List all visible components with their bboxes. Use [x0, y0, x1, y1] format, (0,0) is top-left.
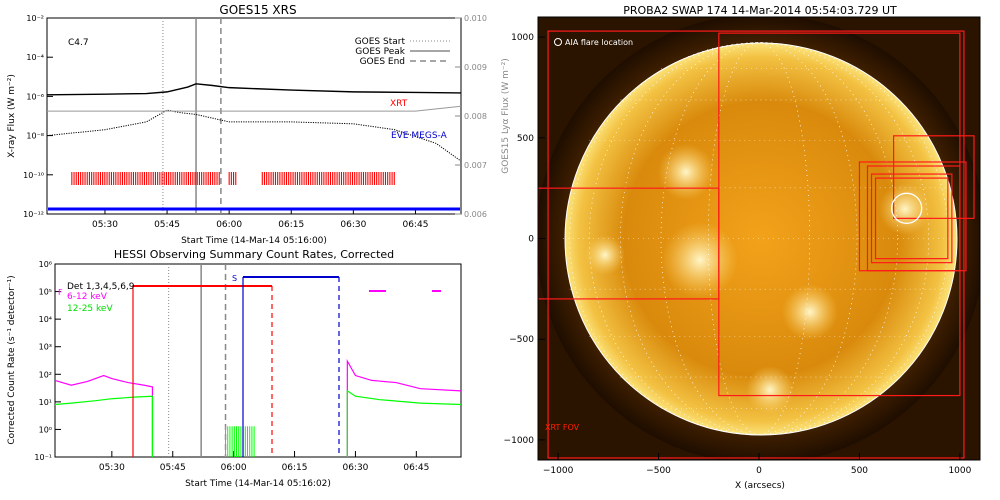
goes-flare-class: C4.7 — [68, 38, 89, 48]
goes-title: GOES15 XRS — [219, 3, 296, 17]
swap-limb — [564, 42, 958, 436]
xrt-fov-box — [858, 161, 967, 272]
goes-ytick-label: 10⁻² — [26, 14, 44, 23]
hessi-ytick-label: 10⁻¹ — [34, 453, 52, 462]
xrt-fov-box — [874, 177, 949, 260]
swap-bright-region — [879, 183, 931, 235]
hessi-ylabel: Corrected Count Rate (s⁻¹ detector⁻¹) — [7, 275, 17, 444]
goes-series-line — [47, 105, 462, 112]
hessi-ytick-label: 10¹ — [39, 398, 52, 407]
goes-ytick-label: 10⁻⁸ — [26, 132, 44, 141]
goes-label-eve: EVE MEGS-A — [391, 131, 448, 141]
swap-bright-region — [782, 284, 838, 340]
xrt-fov-box — [870, 173, 953, 264]
hessi-xtick-label: 06:45 — [403, 463, 429, 473]
hessi-legend-det: Det 1,3,4,5,6,9 — [67, 282, 135, 292]
swap-bright-region — [658, 144, 714, 200]
hessi-series-line — [346, 389, 462, 457]
swap-xtick-label: −500 — [646, 466, 671, 476]
swap-bright-region — [662, 222, 738, 298]
hessi-ytick-label: 10⁵ — [39, 288, 52, 297]
hessi-ytick-label: 10² — [39, 370, 52, 379]
hessi-state-bars: F S — [58, 274, 441, 457]
aia-legend-label: AIA flare location — [565, 38, 633, 47]
goes-legend-start: GOES Start — [355, 37, 406, 47]
goes-ytick-label: 10⁻¹² — [23, 210, 44, 219]
hessi-legend-12-25: 12-25 keV — [67, 304, 113, 314]
hessi-xtick-label: 05:30 — [99, 463, 125, 473]
goes-xtick-label: 06:00 — [216, 220, 242, 230]
swap-longitude-line — [660, 42, 858, 435]
hessi-ytick-label: 10⁰ — [39, 425, 52, 434]
hessi-panel: HESSI Observing Summary Count Rates, Cor… — [7, 248, 462, 489]
xrt-fov-box — [893, 135, 975, 219]
hessi-series-line — [54, 395, 154, 457]
hessi-series-line — [346, 358, 462, 457]
swap-panel: PROBA2 SWAP 174 14-Mar-2014 05:54:03.729… — [504, 4, 981, 491]
goes-series-line — [46, 83, 462, 96]
hessi-xtick-label: 06:30 — [342, 463, 368, 473]
hessi-xtick-label: 05:45 — [160, 463, 186, 473]
hessi-ytick-label: 10⁴ — [39, 315, 52, 324]
hessi-ytick-label: 10³ — [39, 343, 52, 352]
swap-longitude-line — [588, 42, 930, 435]
goes-legend-peak: GOES Peak — [355, 47, 405, 57]
goes-ytick-label: 10⁻⁶ — [26, 92, 44, 101]
goes-xtick-label: 06:15 — [278, 220, 304, 230]
goes-xlabel: Start Time (14-Mar-14 05:16:00) — [181, 236, 327, 246]
hessi-xtick-label: 06:15 — [282, 463, 308, 473]
goes-legend: GOES Start GOES Peak GOES End — [355, 37, 450, 67]
swap-title: PROBA2 SWAP 174 14-Mar-2014 05:54:03.729… — [623, 4, 897, 17]
swap-ytick-label: −1000 — [504, 436, 535, 446]
hessi-ytick-label: 10⁶ — [39, 260, 52, 269]
hessi-xtick-label: 06:00 — [221, 463, 247, 473]
aia-legend-icon — [554, 38, 562, 46]
goes-panel: GOES15 XRS C4.7 X-ray Flux (W m⁻²) GOES1… — [7, 3, 511, 246]
goes-ytick-label: 10⁻⁴ — [26, 53, 44, 62]
hessi-flag-f: F — [58, 288, 63, 297]
goes-ytick-right-label: 0.006 — [464, 210, 487, 219]
swap-ytick-label: 500 — [517, 134, 534, 144]
goes-ylabel-left: X-ray Flux (W m⁻²) — [7, 74, 17, 158]
swap-xlabel: X (arcsecs) — [735, 481, 785, 491]
hessi-title: HESSI Observing Summary Count Rates, Cor… — [114, 248, 394, 261]
hessi-legend-6-12: 6-12 keV — [67, 292, 108, 302]
aia-flare-location-marker — [891, 192, 923, 224]
goes-ytick-right-label: 0.010 — [464, 14, 487, 23]
goes-legend-end: GOES End — [360, 57, 405, 67]
xrt-fov-label: XRT FOV — [545, 423, 580, 432]
swap-ytick-label: 0 — [528, 235, 534, 245]
goes-xtick-label: 05:30 — [92, 220, 118, 230]
hessi-series-line — [54, 374, 154, 457]
swap-longitude-line — [707, 42, 811, 435]
swap-bright-region — [585, 235, 625, 275]
swap-bright-region — [746, 366, 794, 414]
swap-ytick-label: −500 — [509, 335, 534, 345]
swap-xtick-label: 0 — [756, 466, 762, 476]
swap-solar-disk — [565, 43, 957, 435]
goes-series-line — [46, 109, 462, 162]
goes-xtick-label: 05:45 — [154, 220, 180, 230]
goes-ytick-right-label: 0.007 — [464, 161, 487, 170]
goes-xtick-label: 06:30 — [340, 220, 366, 230]
swap-xtick-label: −1000 — [543, 466, 574, 476]
hessi-legend: Det 1,3,4,5,6,9 6-12 keV 12-25 keV — [67, 282, 135, 314]
goes-ytick-label: 10⁻¹⁰ — [23, 171, 44, 180]
xrt-fov-box — [547, 30, 965, 459]
hessi-flag-s: S — [232, 274, 237, 283]
swap-ytick-label: 1000 — [511, 33, 534, 43]
swap-xtick-label: 500 — [851, 466, 868, 476]
goes-ytick-right-label: 0.009 — [464, 63, 487, 72]
goes-ytick-right-label: 0.008 — [464, 112, 487, 121]
goes-xtick-label: 06:45 — [402, 220, 428, 230]
swap-active-regions — [585, 144, 931, 414]
swap-xtick-label: 1000 — [948, 466, 971, 476]
goes-label-xrt: XRT — [390, 99, 408, 109]
hessi-xlabel: Start Time (14-Mar-14 05:16:02) — [185, 479, 331, 489]
hessi-plot-frame — [54, 263, 462, 458]
goes-ylabel-right: GOES15 Lyα Flux (W m⁻²) — [501, 58, 511, 174]
